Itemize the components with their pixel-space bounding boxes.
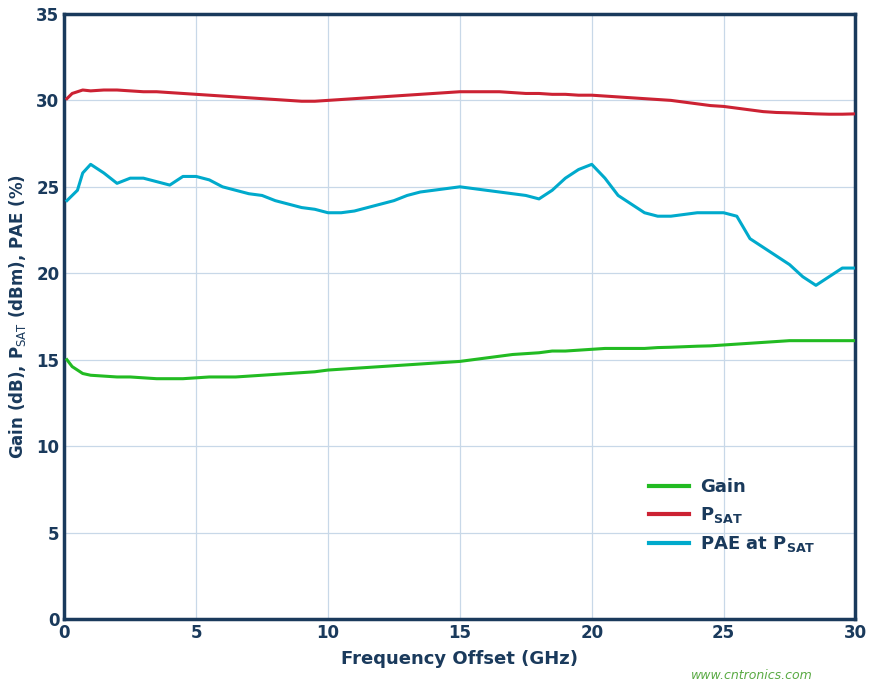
X-axis label: Frequency Offset (GHz): Frequency Offset (GHz) bbox=[342, 650, 579, 668]
Y-axis label: Gain (dB), P$_\mathrm{SAT}$ (dBm), PAE (%): Gain (dB), P$_\mathrm{SAT}$ (dBm), PAE (… bbox=[7, 174, 28, 459]
Text: www.cntronics.com: www.cntronics.com bbox=[691, 669, 813, 682]
Legend: Gain, P$_\mathregular{SAT}$, PAE at P$_\mathregular{SAT}$: Gain, P$_\mathregular{SAT}$, PAE at P$_\… bbox=[642, 471, 822, 562]
